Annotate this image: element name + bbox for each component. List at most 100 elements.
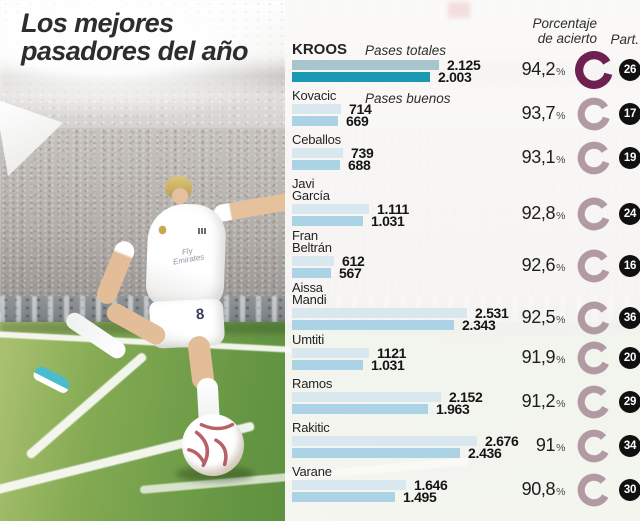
bar-pases-buenos (292, 268, 331, 278)
club-crest-icon (159, 226, 166, 234)
matches-badge: 30 (619, 479, 640, 501)
bar-line-buenos: 669 (292, 113, 640, 129)
accuracy-percentage: 90,8% (521, 479, 566, 499)
player-row: Fran Beltrán 612 567 92,6% 16 (292, 229, 640, 283)
bar-pases-buenos (292, 492, 395, 502)
player-name: Kovacic (292, 88, 337, 103)
player-name: Rakitic (292, 420, 330, 435)
accuracy-percentage: 92,8% (521, 203, 566, 223)
bar-pases-buenos (292, 404, 428, 414)
bar-line-totales: 714 (292, 101, 640, 117)
bar-line-buenos: 1.495 (292, 489, 640, 505)
value-pases-totales: 2.152 (449, 389, 483, 405)
bar-pases-buenos (292, 448, 460, 458)
value-pases-buenos: 567 (339, 265, 362, 281)
bar-line-buenos: 1.031 (292, 213, 640, 229)
value-pases-totales: 1.646 (414, 477, 448, 493)
player-row: Javi García 1.111 1.031 92,8% 24 (292, 176, 640, 231)
matches-badge: 20 (619, 347, 640, 369)
bar-line-buenos: 1.963 (292, 401, 640, 417)
player-row: Ramos 2.152 1.963 91,2% 29 (292, 377, 640, 419)
player-name: KROOS (292, 41, 348, 58)
value-pases-buenos: 669 (346, 113, 369, 129)
value-pases-buenos: 1.495 (403, 489, 437, 505)
title-background-wash (0, 0, 330, 115)
value-pases-totales: 1.111 (377, 201, 409, 217)
percent-sign: % (556, 486, 565, 498)
percent-sign: % (556, 66, 565, 78)
player-bars-block: Umtiti 1121 1.031 (292, 332, 640, 372)
player-row: Rakitic 2.676 2.436 91% 34 (292, 420, 640, 463)
player-bars-block: Rakitic 2.676 2.436 (292, 420, 640, 460)
accuracy-percentage: 92,6% (521, 255, 566, 275)
bar-pases-buenos (292, 72, 430, 82)
accuracy-percentage: 93,7% (521, 103, 566, 123)
bar-line-totales: 612 (292, 253, 640, 269)
value-pases-buenos: 1.031 (371, 213, 405, 229)
value-pases-totales: 2.125 (447, 57, 481, 73)
bar-pases-totales (292, 204, 369, 214)
value-pases-buenos: 2.003 (438, 69, 472, 85)
bar-pases-buenos (292, 320, 454, 330)
series-label: Pases totales (365, 43, 447, 58)
player-row: Umtiti 1121 1.031 91,9% 20 (292, 332, 640, 375)
bar-pases-buenos (292, 116, 338, 126)
bar-line-buenos: 2.343 (292, 317, 640, 333)
player-rows: KROOS Pases totales 2.125 2.003 94,2% 26… (292, 42, 640, 510)
percent-sign: % (556, 154, 565, 166)
percent-sign: % (556, 262, 565, 274)
player-face (172, 188, 188, 204)
ball-seams-icon (187, 422, 235, 468)
player-bars-block: KROOS Pases totales 2.125 2.003 (292, 41, 640, 85)
bar-pases-totales (292, 436, 477, 446)
value-pases-buenos: 2.343 (462, 317, 496, 333)
percent-sign: % (556, 110, 565, 122)
matches-badge: 26 (619, 59, 640, 81)
accuracy-ring-icon (577, 197, 611, 231)
accuracy-percentage: 92,5% (521, 307, 566, 327)
bar-pases-totales (292, 256, 334, 266)
bar-line-buenos: 2.436 (292, 446, 640, 460)
bar-pases-totales (292, 392, 441, 402)
title-line1: Los mejores (21, 8, 174, 38)
accuracy-percentage: 93,1% (521, 147, 566, 167)
value-pases-buenos: 1.963 (436, 401, 470, 417)
bar-line-totales: 2.531 (292, 306, 640, 320)
brand-logo-icon (198, 228, 206, 234)
matches-badge: 24 (619, 203, 640, 225)
value-pases-totales: 714 (349, 101, 372, 117)
passers-chart: Porcentaje de acierto Part. KROOS Pases … (292, 0, 640, 521)
player-row: Ceballos 739 688 93,1% 19 (292, 133, 640, 175)
bar-pases-totales (292, 60, 439, 70)
title-line2: pasadores del año (21, 36, 248, 67)
bar-line-buenos: 567 (292, 265, 640, 281)
player-bars-block: Fran Beltrán 612 567 (292, 229, 640, 281)
matches-badge: 16 (619, 255, 640, 277)
page-title: Los mejores pasadores del año (21, 9, 248, 65)
accuracy-ring-icon (577, 301, 611, 335)
player-bars-block: Javi García 1.111 1.031 (292, 176, 640, 229)
bar-pases-totales (292, 480, 406, 490)
accuracy-percentage: 94,2% (521, 59, 566, 79)
bar-line-totales: 2.125 (292, 57, 640, 73)
bar-pases-totales (292, 348, 369, 358)
value-pases-buenos: 688 (348, 157, 371, 173)
bar-line-totales: 1.111 (292, 201, 640, 217)
percent-sign: % (556, 314, 565, 326)
player-name: Javi García (292, 176, 330, 203)
player-name: Aissa Mandi (292, 280, 327, 307)
accuracy-column-header: Porcentaje de acierto (532, 16, 597, 46)
player-name: Umtiti (292, 332, 325, 347)
accuracy-ring-icon (577, 249, 611, 283)
value-pases-totales: 1121 (377, 345, 407, 361)
player-name: Varane (292, 464, 332, 479)
bar-pases-buenos (292, 160, 340, 170)
value-pases-totales: 739 (351, 145, 374, 161)
player-bars-block: Ceballos 739 688 (292, 133, 640, 173)
accuracy-ring-icon (575, 51, 613, 89)
player-row: Varane 1.646 1.495 90,8% 30 (292, 464, 640, 507)
value-pases-totales: 612 (342, 253, 365, 269)
bar-pases-buenos (292, 360, 363, 370)
bar-pases-totales (292, 308, 467, 318)
